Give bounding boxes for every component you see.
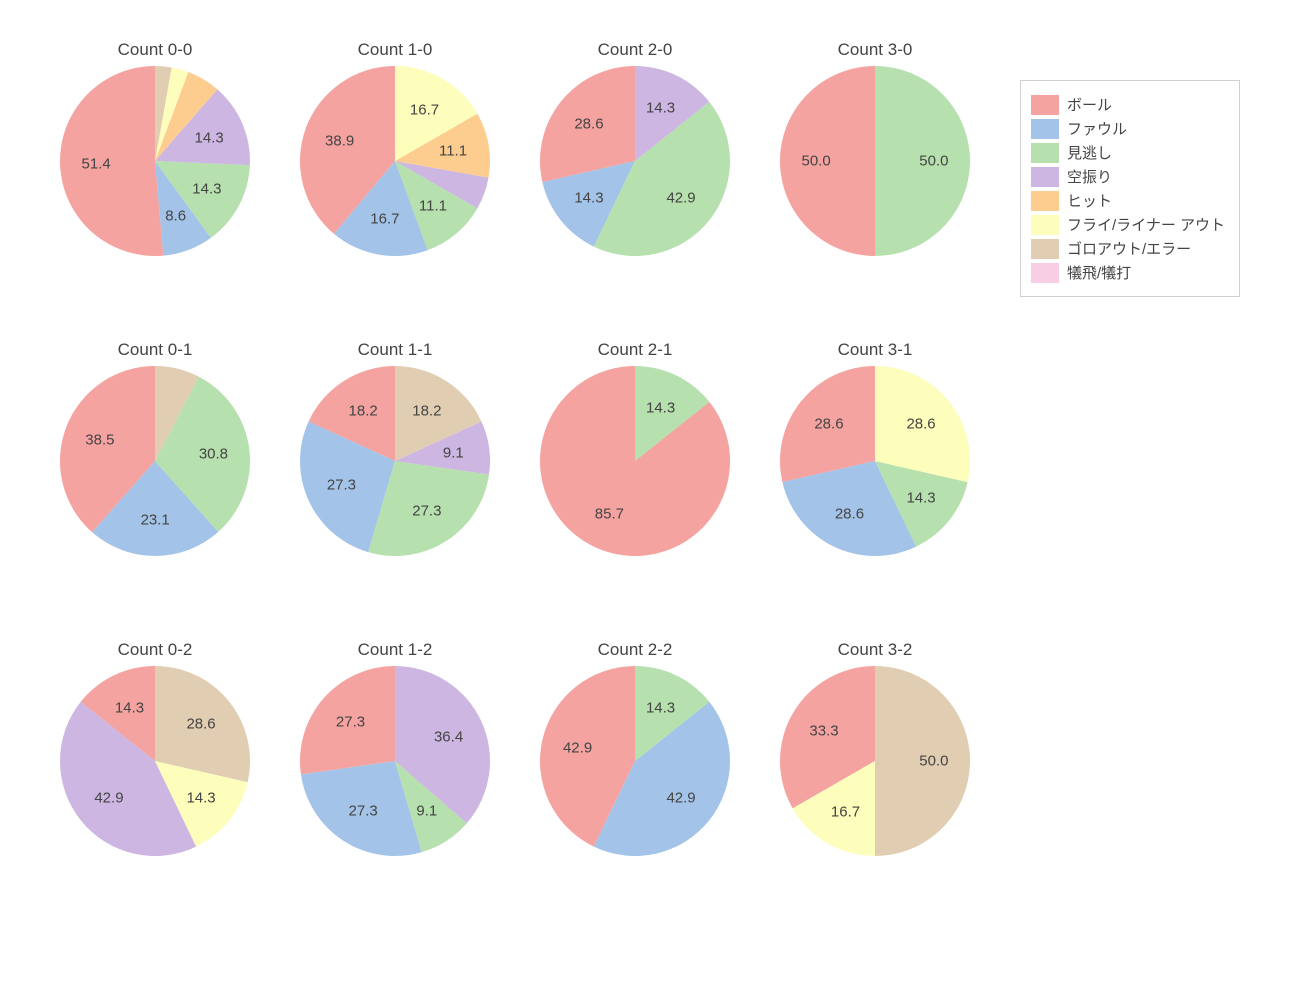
panel-title: Count 0-2	[60, 640, 250, 660]
legend: ボールファウル見逃し空振りヒットフライ/ライナー アウトゴロアウト/エラー犠飛/…	[1020, 80, 1240, 297]
panel-count-0-2: Count 0-2 14.342.914.328.6	[60, 640, 250, 856]
legend-swatch	[1031, 167, 1059, 187]
legend-label: ヒット	[1067, 190, 1112, 211]
legend-item-flyout: フライ/ライナー アウト	[1031, 214, 1225, 235]
pie: 38.523.130.8	[60, 366, 250, 556]
panel-count-2-0: Count 2-0 28.614.342.914.3	[540, 40, 730, 256]
legend-item-hit: ヒット	[1031, 190, 1225, 211]
panel-title: Count 2-1	[540, 340, 730, 360]
pie: 14.342.914.328.6	[60, 666, 250, 856]
panel-title: Count 3-2	[780, 640, 970, 660]
legend-swatch	[1031, 239, 1059, 259]
pie: 42.942.914.3	[540, 666, 730, 856]
legend-label: 見逃し	[1067, 142, 1112, 163]
panel-title: Count 2-2	[540, 640, 730, 660]
legend-swatch	[1031, 263, 1059, 283]
legend-item-ball: ボール	[1031, 94, 1225, 115]
legend-item-sac: 犠飛/犠打	[1031, 262, 1225, 283]
legend-swatch	[1031, 191, 1059, 211]
legend-label: ゴロアウト/エラー	[1067, 238, 1191, 259]
panel-count-2-1: Count 2-1 85.714.3	[540, 340, 730, 556]
pie: 85.714.3	[540, 366, 730, 556]
pie-slice-ball	[300, 666, 395, 775]
legend-label: ファウル	[1067, 118, 1127, 139]
panel-count-3-1: Count 3-1 28.628.614.328.6	[780, 340, 970, 556]
pie: 50.050.0	[780, 66, 970, 256]
pie: 28.628.614.328.6	[780, 366, 970, 556]
pie: 33.316.750.0	[780, 666, 970, 856]
pie: 28.614.342.914.3	[540, 66, 730, 256]
pie-slice-look	[875, 66, 970, 256]
panel-count-1-1: Count 1-1 18.227.327.39.118.2	[300, 340, 490, 556]
panel-count-0-1: Count 0-1 38.523.130.8	[60, 340, 250, 556]
pie: 38.916.711.111.116.7	[300, 66, 490, 256]
legend-swatch	[1031, 95, 1059, 115]
panel-title: Count 0-1	[60, 340, 250, 360]
pie-slice-ball	[780, 66, 875, 256]
panel-title: Count 0-0	[60, 40, 250, 60]
panel-title: Count 2-0	[540, 40, 730, 60]
chart-grid: Count 0-0 51.48.614.314.3 Count 1-0 38.916.…	[20, 20, 1280, 980]
panel-title: Count 1-1	[300, 340, 490, 360]
pie: 18.227.327.39.118.2	[300, 366, 490, 556]
legend-item-look: 見逃し	[1031, 142, 1225, 163]
panel-title: Count 3-0	[780, 40, 970, 60]
pie-slice-groundout	[875, 666, 970, 856]
pie: 27.327.39.136.4	[300, 666, 490, 856]
pie-slice-ball	[60, 66, 163, 256]
panel-title: Count 3-1	[780, 340, 970, 360]
legend-item-swing: 空振り	[1031, 166, 1225, 187]
panel-count-3-0: Count 3-0 50.050.0	[780, 40, 970, 256]
legend-item-foul: ファウル	[1031, 118, 1225, 139]
legend-label: ボール	[1067, 94, 1112, 115]
panel-count-1-2: Count 1-2 27.327.39.136.4	[300, 640, 490, 856]
panel-count-3-2: Count 3-2 33.316.750.0	[780, 640, 970, 856]
legend-swatch	[1031, 119, 1059, 139]
panel-count-0-0: Count 0-0 51.48.614.314.3	[60, 40, 250, 256]
panel-count-2-2: Count 2-2 42.942.914.3	[540, 640, 730, 856]
legend-label: 空振り	[1067, 166, 1112, 187]
legend-label: 犠飛/犠打	[1067, 262, 1131, 283]
panel-count-1-0: Count 1-0 38.916.711.111.116.7	[300, 40, 490, 256]
legend-swatch	[1031, 215, 1059, 235]
pie: 51.48.614.314.3	[60, 66, 250, 256]
panel-title: Count 1-0	[300, 40, 490, 60]
panel-title: Count 1-2	[300, 640, 490, 660]
legend-swatch	[1031, 143, 1059, 163]
legend-item-groundout: ゴロアウト/エラー	[1031, 238, 1225, 259]
legend-label: フライ/ライナー アウト	[1067, 214, 1225, 235]
